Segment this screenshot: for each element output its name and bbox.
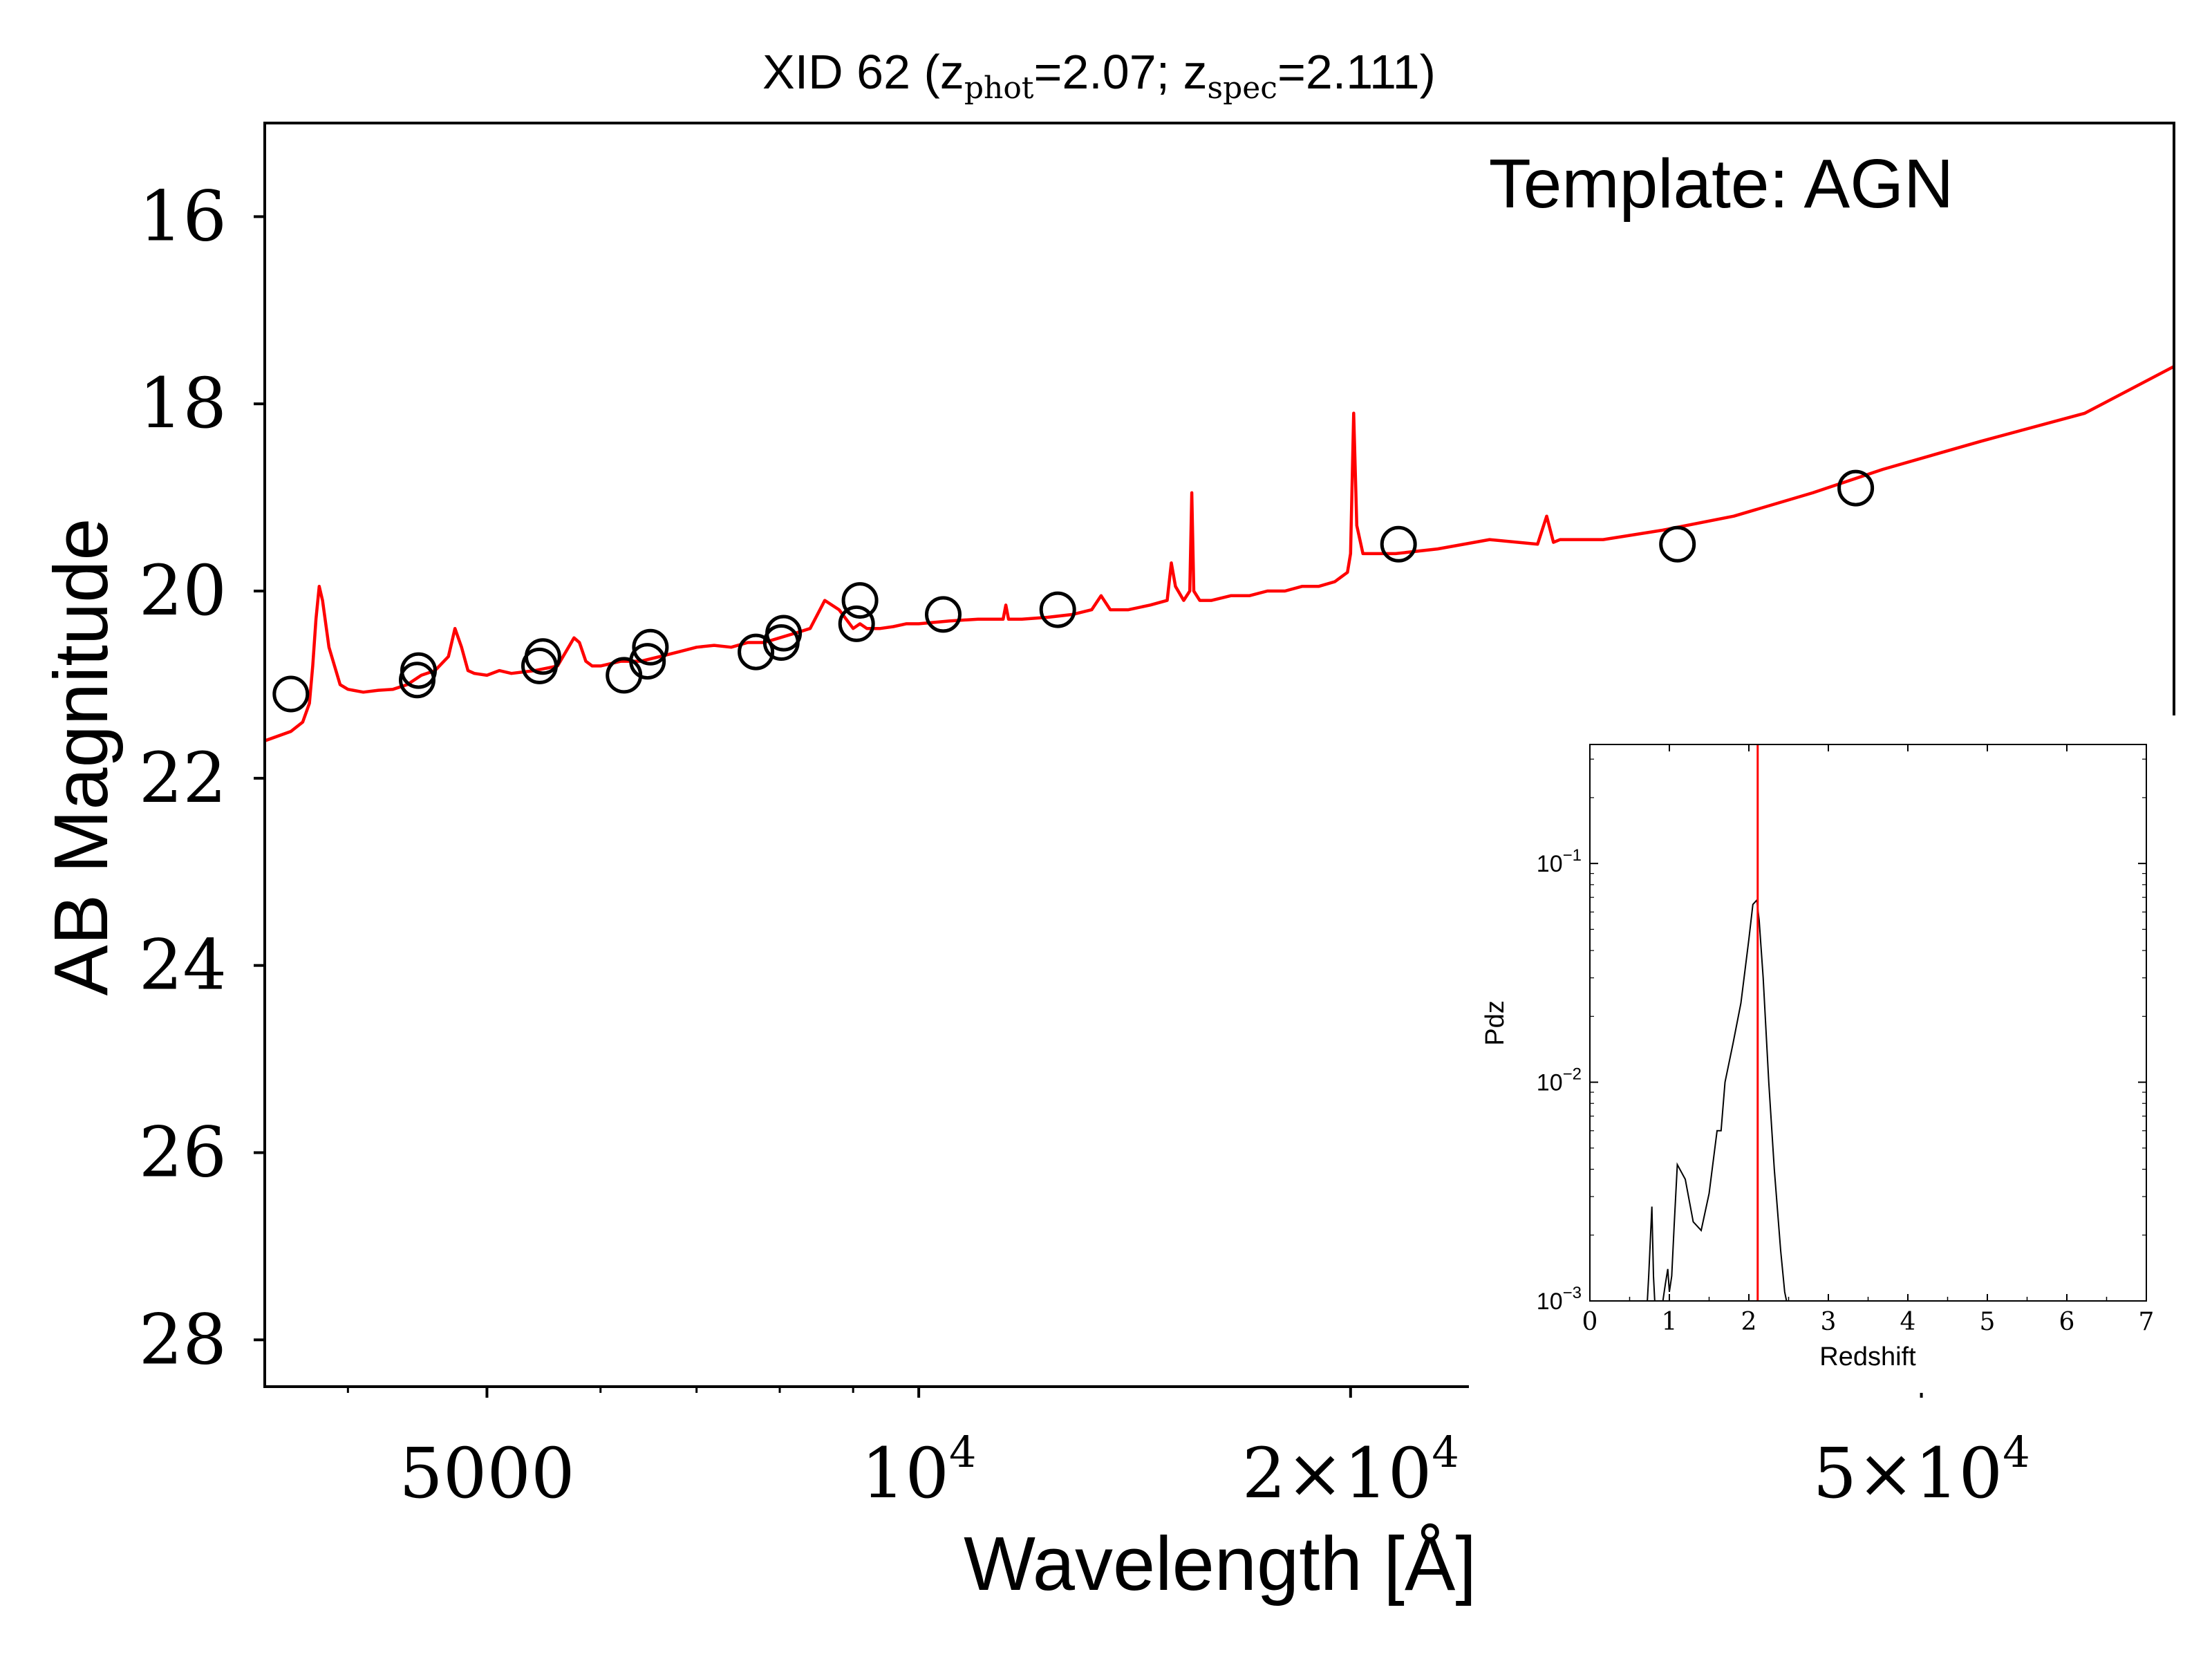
model-spectrum-line	[265, 365, 2174, 742]
inset-x-tick-label: 6	[2059, 1308, 2075, 1336]
photometry-point	[1380, 525, 1417, 563]
inset-y-tick-label: 10−3	[1537, 1284, 1582, 1315]
x-tick-label: 5000	[399, 1433, 575, 1514]
main-y-axis: 16 18 20 22 24 26 28	[139, 176, 265, 1380]
photometry-point	[841, 582, 879, 619]
main-x-axis: 5000 104 2×104 5×104	[346, 1387, 2133, 1514]
y-tick-label: 26	[139, 1112, 227, 1192]
y-tick-label: 16	[139, 176, 227, 256]
inset-x-tick-label: 5	[1980, 1308, 1996, 1336]
photometry-point	[838, 605, 875, 642]
inset-x-tick-label: 3	[1821, 1308, 1837, 1336]
y-tick-label: 18	[139, 363, 227, 444]
inset-x-tick-label: 7	[2139, 1308, 2155, 1336]
x-tick-label: 5×104	[1813, 1427, 2030, 1514]
photometry-point	[400, 652, 437, 689]
photometry-point	[632, 628, 669, 666]
photometry-point	[1837, 469, 1875, 507]
photometry-point	[524, 638, 561, 675]
photometry-point	[1039, 591, 1076, 628]
pdz-layer	[1647, 898, 1788, 1301]
photometry-point	[765, 615, 803, 652]
inset-y-tick-label: 10−2	[1537, 1065, 1582, 1096]
inset-x-tick-label: 1	[1662, 1308, 1678, 1336]
redshift-pdz-inset: 0 1 2 3 4 5 6 7 10−1 10−2 10−3 Redshift Pdz	[1469, 715, 2181, 1393]
inset-x-tick-label: 2	[1741, 1308, 1757, 1336]
inset-x-axis: 0 1 2 3 4 5 6 7	[1582, 744, 2155, 1336]
y-tick-label: 22	[139, 738, 227, 818]
template-annotation: Template: AGN	[1489, 145, 1954, 223]
inset-background	[1469, 715, 2181, 1393]
photometry-point	[606, 657, 643, 694]
photometry-point	[629, 643, 666, 680]
model-spectrum-layer	[265, 365, 2174, 742]
pdz-curve	[1647, 898, 1788, 1301]
inset-x-axis-label: Redshift	[1819, 1342, 1916, 1371]
y-tick-label: 20	[139, 550, 227, 631]
photometry-point	[925, 596, 962, 633]
photometry-point	[272, 675, 310, 713]
x-tick-label: 2×104	[1242, 1427, 1459, 1514]
photometry-point	[738, 633, 775, 671]
inset-y-axis: 10−1 10−2 10−3	[1537, 758, 2146, 1315]
x-tick-label: 104	[861, 1427, 977, 1514]
photometry-layer	[272, 469, 1875, 713]
x-axis-label: Wavelength [Å]	[964, 1521, 1477, 1606]
inset-y-tick-label: 10−1	[1537, 846, 1582, 877]
photometry-point	[1659, 525, 1696, 563]
inset-x-tick-label: 4	[1900, 1308, 1916, 1336]
inset-y-axis-label: Pdz	[1481, 1000, 1510, 1045]
inset-x-tick-label: 0	[1582, 1308, 1598, 1336]
y-tick-label: 24	[139, 925, 227, 1006]
chart-title: XID 62 (zphot=2.07; zspec=2.111)	[762, 45, 1436, 106]
y-axis-label: AB Magnitude	[39, 518, 124, 996]
y-tick-label: 28	[139, 1299, 227, 1380]
